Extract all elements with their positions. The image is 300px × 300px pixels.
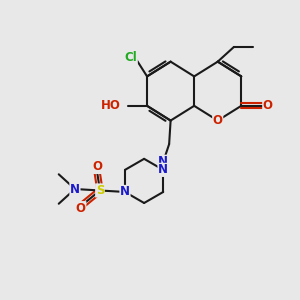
Text: N: N [158, 164, 168, 176]
Text: O: O [213, 114, 223, 127]
Text: O: O [76, 202, 86, 215]
Text: N: N [158, 155, 168, 168]
Text: N: N [70, 182, 80, 196]
Text: N: N [120, 185, 130, 199]
Text: O: O [92, 160, 102, 173]
Text: HO: HO [101, 99, 121, 112]
Text: O: O [263, 99, 273, 112]
Text: Cl: Cl [124, 51, 137, 64]
Text: S: S [96, 184, 104, 197]
